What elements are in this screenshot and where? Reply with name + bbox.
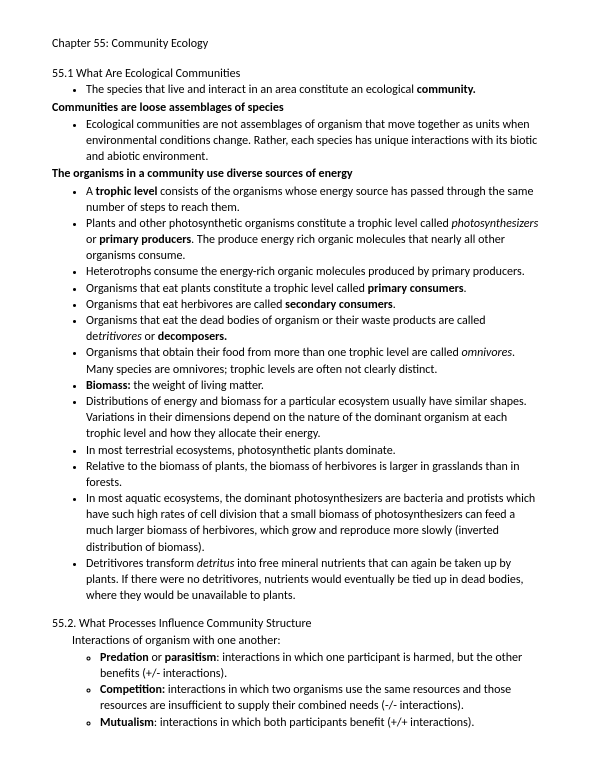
bold-text: primary producers — [99, 233, 191, 247]
bold-text: decomposers. — [158, 330, 228, 344]
list-item: In most terrestrial ecosystems, photosyn… — [86, 443, 543, 459]
text: Organisms that obtain their food from mo… — [86, 346, 461, 360]
bold-text: Predation — [100, 651, 149, 665]
bold-text: Mutualism — [100, 716, 154, 730]
text: or — [86, 233, 99, 247]
intro-text: Interactions of organism with one anothe… — [72, 633, 543, 649]
bold-text: parasitism — [165, 651, 217, 665]
list-item: A trophic level consists of the organism… — [86, 184, 543, 216]
list-item: Detritivores transform detritus into fre… — [86, 556, 543, 605]
sub-bullet-list: Predation or parasitism : interactions in… — [52, 650, 543, 731]
text: A — [86, 185, 96, 199]
list-item: Competition: interactions in which two o… — [100, 682, 543, 714]
bold-text: primary consumers — [368, 282, 464, 296]
list-item: Organisms that eat herbivores are called… — [86, 297, 543, 313]
italic-text: photosynthesizers — [451, 217, 538, 231]
list-item: Organisms that eat plants constitute a t… — [86, 281, 543, 297]
text: Organisms that eat plants constitute a t… — [86, 282, 368, 296]
text: . — [464, 282, 467, 296]
list-item: Heterotrophs consume the energy-rich org… — [86, 264, 543, 280]
text: : interactions in which both participant… — [154, 716, 475, 730]
bullet-list: The species that live and interact in an… — [52, 82, 543, 98]
bullet-list: A trophic level consists of the organism… — [52, 184, 543, 605]
text: . — [393, 298, 396, 312]
section-heading-551: 55.1 What Are Ecological Communities — [52, 66, 543, 82]
bold-text: community. — [417, 83, 476, 97]
list-item: Biomass: the weight of living matter. — [86, 378, 543, 394]
text: or — [142, 330, 158, 344]
bold-text: trophic level — [96, 185, 158, 199]
list-item: Organisms that eat the dead bodies of or… — [86, 313, 543, 345]
list-item: The species that live and interact in an… — [86, 82, 543, 98]
list-item: Relative to the biomass of plants, the b… — [86, 459, 543, 491]
list-item: Distributions of energy and biomass for … — [86, 394, 543, 443]
bold-text: secondary consumers — [285, 298, 393, 312]
section-heading-552: 55.2. What Processes Influence Community… — [52, 616, 543, 632]
list-item: Plants and other photosynthetic organism… — [86, 216, 543, 265]
list-item: Mutualism: interactions in which both pa… — [100, 715, 543, 731]
text: Detritivores transform — [86, 557, 197, 571]
text: Organisms that eat herbivores are called — [86, 298, 285, 312]
bullet-list: Ecological communities are not assemblag… — [52, 117, 543, 166]
italic-text: omnivores — [461, 346, 512, 360]
bold-text: Competition: — [100, 683, 165, 697]
italic-text: detritus — [197, 557, 235, 571]
text: The species that live and interact in an… — [86, 83, 417, 97]
list-item: In most aquatic ecosystems, the dominant… — [86, 491, 543, 556]
text: Plants and other photosynthetic organism… — [86, 217, 451, 231]
sub-heading: Communities are loose assemblages of spe… — [52, 100, 543, 116]
list-item: Predation or parasitism: interactions in… — [100, 650, 543, 682]
text: or — [149, 651, 165, 665]
list-item: Ecological communities are not assemblag… — [86, 117, 543, 166]
text: the weight of living matter. — [131, 379, 264, 393]
bold-text: Biomass: — [86, 379, 131, 393]
chapter-title: Chapter 55: Community Ecology — [52, 36, 543, 52]
italic-text: tritivores — [98, 330, 142, 344]
sub-heading: The organisms in a community use diverse… — [52, 166, 543, 182]
list-item: Organisms that obtain their food from mo… — [86, 345, 543, 377]
